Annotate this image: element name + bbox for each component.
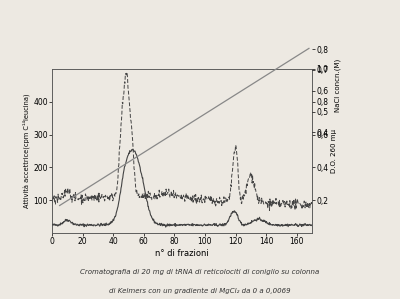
Y-axis label: D.O. 260 mμ: D.O. 260 mμ bbox=[331, 129, 337, 173]
Text: Cromatografia di 20 mg di tRNA di reticolociti di coniglio su colonna: Cromatografia di 20 mg di tRNA di retico… bbox=[80, 269, 320, 274]
Y-axis label: Attività accettrice(cpm C¹⁴leucina): Attività accettrice(cpm C¹⁴leucina) bbox=[23, 94, 30, 208]
Text: di Kelmers con un gradiente di MgCl₂ da 0 a 0,0069: di Kelmers con un gradiente di MgCl₂ da … bbox=[109, 288, 291, 294]
X-axis label: n° di frazioni: n° di frazioni bbox=[155, 249, 209, 258]
Y-axis label: NaCl concn.(M): NaCl concn.(M) bbox=[334, 59, 341, 112]
